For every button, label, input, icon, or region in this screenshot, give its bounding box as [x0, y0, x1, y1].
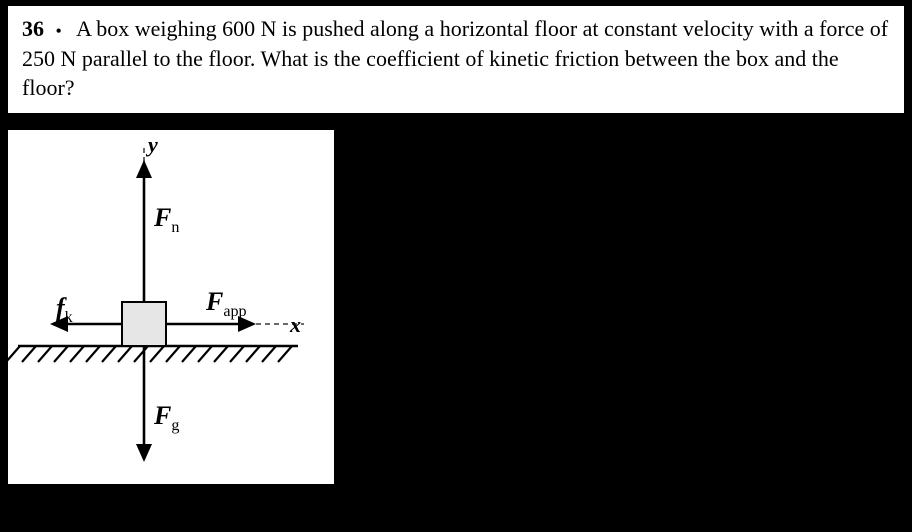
force-applied-label: Fapp — [205, 287, 247, 320]
problem-number: 36 — [22, 16, 44, 41]
x-axis-label: x — [289, 312, 301, 337]
fbd-svg: y Fn Fapp x fk Fg — [8, 130, 334, 484]
y-axis-label: y — [145, 132, 158, 157]
force-gravity-label: Fg — [153, 401, 179, 434]
problem-statement: 36 • A box weighing 600 N is pushed alon… — [8, 6, 904, 113]
force-gravity-head — [136, 444, 152, 462]
free-body-diagram: y Fn Fapp x fk Fg — [8, 130, 334, 484]
problem-body: A box weighing 600 N is pushed along a h… — [22, 16, 888, 100]
difficulty-bullet: • — [56, 19, 62, 43]
force-friction-label: fk — [56, 293, 74, 326]
force-normal-label: Fn — [153, 203, 179, 236]
ground-hatching — [8, 346, 292, 362]
problem-text: 36 • A box weighing 600 N is pushed alon… — [22, 14, 890, 103]
force-normal-head — [136, 160, 152, 178]
box-body — [122, 302, 166, 346]
